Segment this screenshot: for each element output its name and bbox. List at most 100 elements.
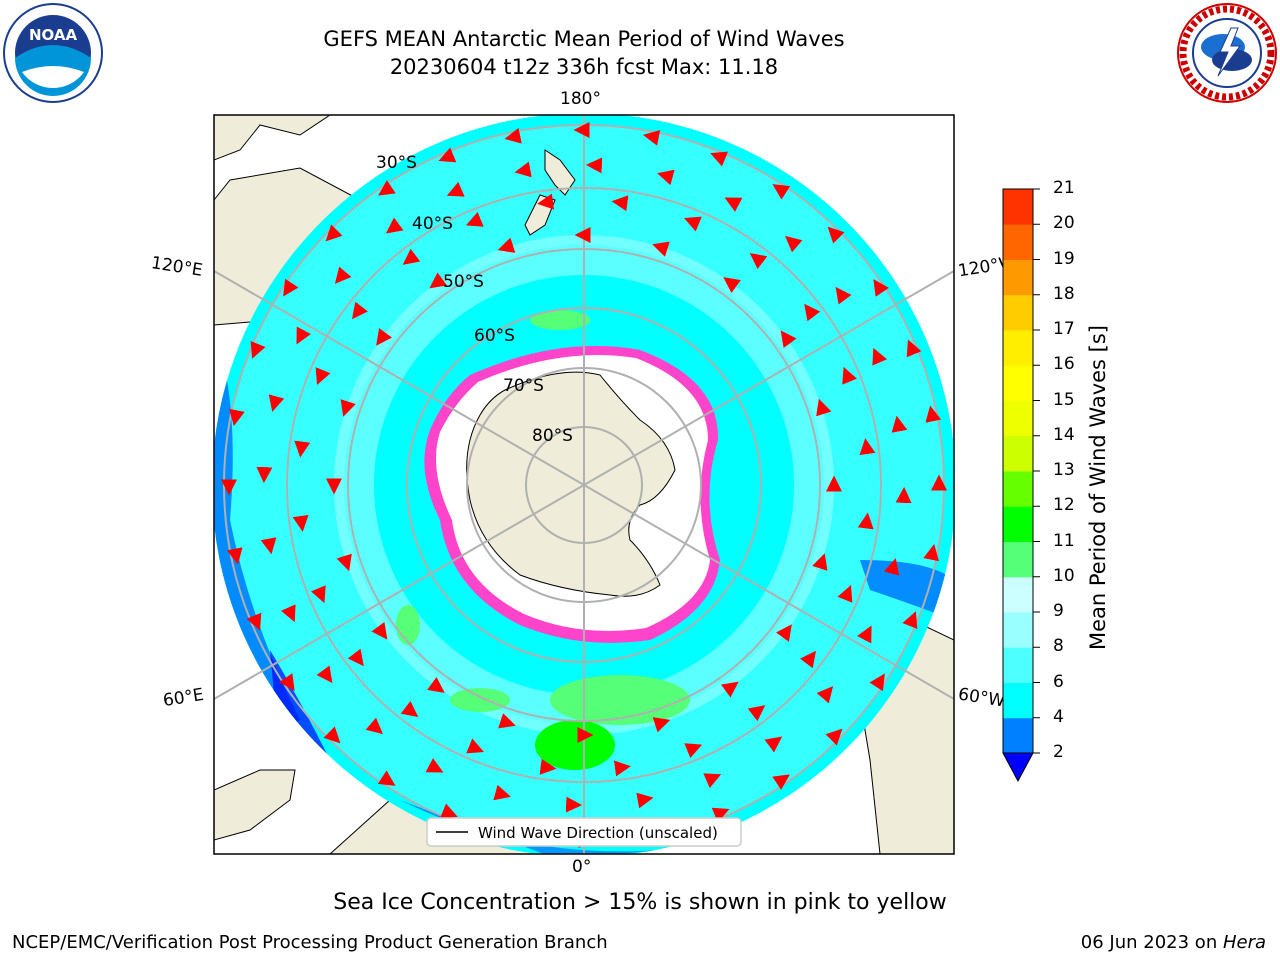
wind-arrow [747,705,766,722]
land-australia-corner [214,115,331,161]
wind-arrow [772,184,791,200]
wind-arrow [514,161,532,178]
wind-arrow [340,399,356,417]
wind-arrow [720,681,739,698]
wind-arrow [816,398,832,417]
colorbar-segment [1003,506,1033,542]
lon-label-0: 0° [572,857,592,877]
colorbar-segment [1003,576,1033,613]
colorbar-tick-label: 20 [1053,213,1075,234]
wind-arrow [365,717,383,735]
wind-arrow [229,408,245,427]
colorbar-segment [1003,224,1033,260]
wind-arrow [497,237,516,253]
colorbar-segment [1003,330,1033,366]
wind-arrow [657,169,675,186]
wind-arrow [279,673,295,691]
wind-arrow [427,676,445,693]
colorbar-segment [1003,682,1033,719]
wind-arrow [347,648,364,667]
wind-arrow [325,224,343,242]
wind-arrow [652,717,671,733]
wind-arrow [842,366,858,385]
chart-title: GEFS MEAN Antarctic Mean Period of Wind … [323,27,845,51]
wind-arrow [785,235,803,253]
land-madagascar [214,769,296,841]
land-new-zealand-north [544,149,576,196]
wind-arrow [336,553,352,572]
wind-arrow [859,438,876,456]
colorbar-tick-label: 14 [1053,424,1075,445]
wind-arrow [310,585,326,604]
sea-ice-caption: Sea Ice Concentration > 15% is shown in … [333,890,947,915]
wind-arrow [493,784,511,801]
colorbar-segment [1003,612,1033,648]
wind-arrow [260,537,277,555]
wind-arrow [250,340,266,359]
wind-arrow [684,216,702,232]
nws-logo [1177,3,1277,103]
wind-arrow [446,181,465,197]
footer-date-text: 06 Jun 2023 on [1080,932,1223,953]
colorbar-segment [1003,647,1033,683]
wind-arrow [371,621,388,640]
wind-arrow [724,197,743,212]
colorbar-tick-label: 10 [1053,565,1075,586]
wind-arrow [906,339,922,358]
colorbar-tick-label: 12 [1053,495,1075,516]
colorbar-tick-label: 2 [1053,742,1064,762]
wind-arrow [837,585,853,603]
noaa-logo: NOAA [3,3,103,103]
wind-arrow [775,624,792,642]
wind-arrow [780,330,797,349]
wind-arrow [439,803,458,819]
colorbar-segment [1003,400,1033,437]
colorbar-tick-label: 8 [1053,636,1064,657]
wind-arrow [316,665,333,684]
wind-arrow [869,673,885,692]
wind-arrow [812,553,828,571]
wind-arrow [376,328,393,346]
colorbar-segment [1003,189,1033,225]
lon-label-180: 180° [560,89,601,109]
lat-label-30s: 30°S [376,153,417,173]
wind-arrow [710,151,729,167]
colorbar-tick-label: 21 [1053,178,1075,198]
wind-arrow [268,394,285,412]
wind-arrow [402,248,421,265]
wind-arrow [891,415,908,433]
wind-arrow [498,713,516,729]
wind-arrow [923,543,939,562]
legend-label: Wind Wave Direction (unscaled) [478,824,718,842]
wind-arrow [465,211,484,227]
colorbar-tick-label: 11 [1053,530,1075,551]
colorbar-segment [1003,365,1033,401]
lat-label-80s: 80°S [532,426,573,446]
wind-arrow [226,547,243,565]
wind-arrow [296,326,311,345]
colorbar [1002,188,1040,783]
wind-arrow [703,773,722,789]
wind-arrow [315,367,331,385]
wind-arrow [872,347,888,366]
wind-arrow [323,726,341,744]
wind-arrow [613,760,631,777]
wind-arrow [642,130,661,146]
legend: Wind Wave Direction (unscaled) [426,817,742,847]
colorbar-segment [1003,541,1033,578]
wind-arrow [925,405,942,423]
wind-arrow [425,758,444,773]
colorbar-segment [1003,717,1033,754]
wind-arrow [504,127,522,144]
wind-arrow [292,514,309,532]
wind-arrow [636,792,654,809]
wind-arrow [873,279,889,297]
wind-arrow [827,226,845,244]
wind-arrow [539,758,557,775]
wind-arrow [429,272,448,289]
wind-arrow [652,241,670,257]
colorbar-tick-label: 19 [1053,248,1075,269]
lat-label-70s: 70°S [503,376,544,396]
wind-arrow [537,193,555,210]
